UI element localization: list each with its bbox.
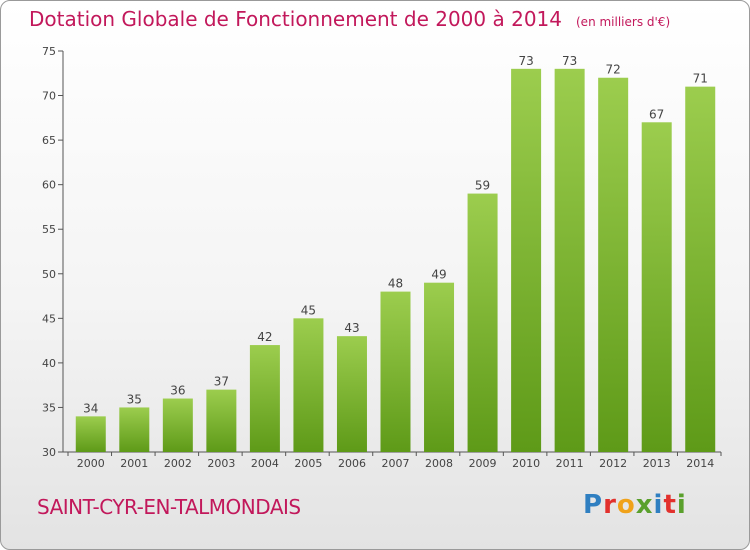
data-label: 73 <box>518 54 533 68</box>
data-label: 49 <box>431 268 446 282</box>
data-label: 59 <box>475 179 490 193</box>
data-label: 71 <box>693 72 708 86</box>
x-tick-label: 2011 <box>556 457 584 470</box>
x-tick-label: 2013 <box>643 457 671 470</box>
x-tick-label: 2007 <box>382 457 410 470</box>
logo-letter: i <box>653 490 664 520</box>
data-label: 67 <box>649 107 664 121</box>
x-tick-label: 2010 <box>512 457 540 470</box>
bar <box>380 291 411 452</box>
bar <box>206 389 237 452</box>
bar <box>424 282 455 452</box>
x-tick-label: 2003 <box>207 457 235 470</box>
x-tick-label: 2001 <box>120 457 148 470</box>
data-label: 36 <box>170 384 185 398</box>
bar <box>162 398 193 452</box>
logo-letter: P <box>583 490 604 520</box>
x-tick-label: 2009 <box>469 457 497 470</box>
data-label: 35 <box>127 392 142 406</box>
data-label: 34 <box>83 401 98 415</box>
chart-title: Dotation Globale de Fonctionnement de 20… <box>29 7 670 31</box>
bar <box>293 318 324 452</box>
data-label: 48 <box>388 277 403 291</box>
y-tick-label: 40 <box>42 357 56 370</box>
y-tick-label: 45 <box>42 312 56 325</box>
commune-name: SAINT-CYR-EN-TALMONDAIS <box>37 495 301 519</box>
chart-title-main: Dotation Globale de Fonctionnement de 20… <box>29 7 562 31</box>
chart-title-unit: (en milliers d'€) <box>576 15 671 29</box>
data-label: 42 <box>257 330 272 344</box>
x-tick-label: 2000 <box>77 457 105 470</box>
proxiti-logo[interactable]: Proxiti <box>583 490 687 520</box>
logo-letter: r <box>603 490 617 520</box>
bar <box>685 86 716 453</box>
y-tick-label: 65 <box>42 134 56 147</box>
x-tick-label: 2004 <box>251 457 279 470</box>
logo-letter: i <box>676 490 687 520</box>
bar <box>249 345 280 452</box>
x-tick-label: 2014 <box>686 457 714 470</box>
data-label: 37 <box>214 375 229 389</box>
logo-letter: o <box>616 490 636 520</box>
data-label: 72 <box>606 63 621 77</box>
y-tick-label: 60 <box>42 179 56 192</box>
x-tick-label: 2012 <box>599 457 627 470</box>
y-tick-label: 55 <box>42 223 56 236</box>
y-tick-label: 35 <box>42 401 56 414</box>
x-tick-label: 2006 <box>338 457 366 470</box>
y-tick-label: 70 <box>42 90 56 103</box>
y-tick-label: 75 <box>42 45 56 58</box>
data-label: 45 <box>301 303 316 317</box>
x-tick-label: 2008 <box>425 457 453 470</box>
x-tick-label: 2002 <box>164 457 192 470</box>
y-tick-label: 50 <box>42 268 56 281</box>
bar <box>511 68 542 453</box>
bar <box>119 407 150 452</box>
x-tick-label: 2005 <box>294 457 322 470</box>
logo-letter: x <box>635 490 654 520</box>
data-label: 73 <box>562 54 577 68</box>
data-label: 43 <box>344 321 359 335</box>
bar <box>75 416 106 452</box>
bar <box>598 77 629 452</box>
bar <box>554 68 585 453</box>
bar <box>467 193 498 453</box>
bar <box>641 122 672 453</box>
bar <box>336 336 367 452</box>
y-tick-label: 30 <box>42 446 56 459</box>
logo-letter: t <box>663 490 677 520</box>
